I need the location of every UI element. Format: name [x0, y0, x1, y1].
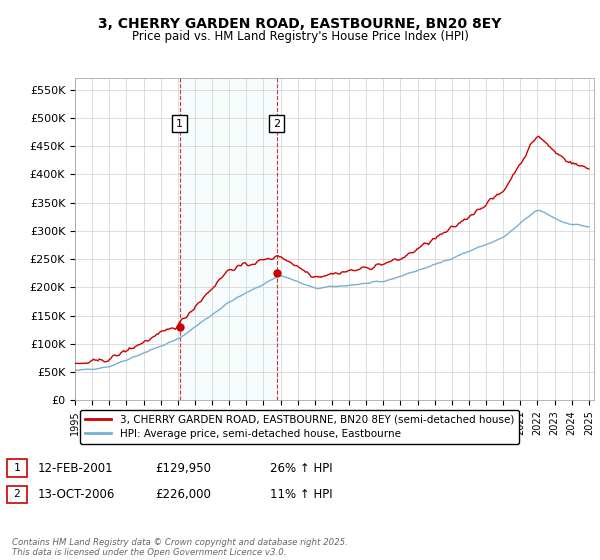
Text: 11% ↑ HPI: 11% ↑ HPI: [270, 488, 332, 501]
Text: 1: 1: [14, 463, 20, 473]
Text: £129,950: £129,950: [155, 461, 211, 475]
Legend: 3, CHERRY GARDEN ROAD, EASTBOURNE, BN20 8EY (semi-detached house), HPI: Average : 3, CHERRY GARDEN ROAD, EASTBOURNE, BN20 …: [80, 410, 520, 444]
Text: 1: 1: [176, 119, 184, 129]
Text: 2: 2: [14, 489, 20, 499]
Bar: [180, 78, 277, 400]
Text: £226,000: £226,000: [155, 488, 211, 501]
Text: 12-FEB-2001: 12-FEB-2001: [38, 461, 113, 475]
FancyBboxPatch shape: [7, 459, 27, 477]
Text: 3, CHERRY GARDEN ROAD, EASTBOURNE, BN20 8EY: 3, CHERRY GARDEN ROAD, EASTBOURNE, BN20 …: [98, 16, 502, 30]
Text: 13-OCT-2006: 13-OCT-2006: [38, 488, 115, 501]
Text: Price paid vs. HM Land Registry's House Price Index (HPI): Price paid vs. HM Land Registry's House …: [131, 30, 469, 43]
FancyBboxPatch shape: [7, 486, 27, 503]
Text: Contains HM Land Registry data © Crown copyright and database right 2025.
This d: Contains HM Land Registry data © Crown c…: [12, 538, 348, 557]
Text: 2: 2: [274, 119, 281, 129]
Text: 26% ↑ HPI: 26% ↑ HPI: [270, 461, 332, 475]
